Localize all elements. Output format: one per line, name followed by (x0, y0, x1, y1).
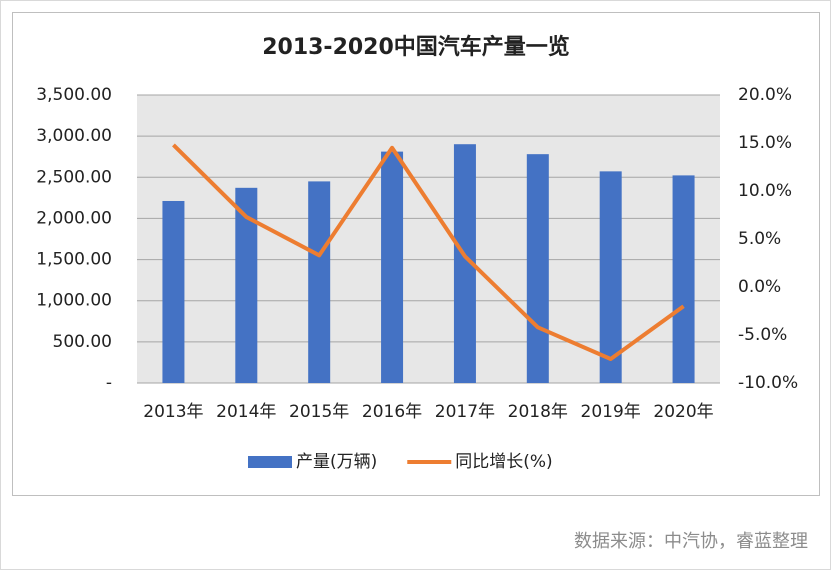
x-tick-label: 2017年 (435, 402, 495, 422)
chart-title: 2013-2020中国汽车产量一览 (262, 34, 570, 60)
x-tick-label: 2018年 (508, 402, 568, 422)
y2-tick-label: 10.0% (738, 181, 792, 201)
legend-swatch (248, 456, 292, 468)
y2-tick-label: -5.0% (738, 325, 787, 345)
bar (381, 151, 404, 383)
y2-tick-label: 5.0% (738, 229, 781, 249)
y-tick-label: 3,000.00 (36, 126, 112, 146)
x-tick-label: 2014年 (216, 402, 276, 422)
y-tick-label: 1,500.00 (36, 250, 112, 270)
bar (162, 200, 185, 383)
y2-tick-label: 15.0% (738, 133, 792, 153)
y2-tick-label: 20.0% (738, 85, 792, 105)
bar (526, 154, 549, 383)
plot-area (137, 95, 720, 383)
y-tick-label: 2,000.00 (36, 208, 112, 228)
bar (599, 171, 622, 383)
x-tick-label: 2016年 (362, 402, 422, 422)
bar (672, 175, 695, 383)
legend-label: 同比增长(%) (455, 452, 552, 472)
source-note: 数据来源：中汽协，睿蓝整理 (574, 531, 808, 552)
y-tick-label: 3,500.00 (36, 85, 112, 105)
y2-tick-label: -10.0% (738, 373, 798, 393)
x-tick-label: 2015年 (289, 402, 349, 422)
x-tick-label: 2020年 (653, 402, 713, 422)
y-tick-label: - (106, 373, 112, 393)
x-tick-label: 2013年 (143, 402, 203, 422)
y2-tick-label: 0.0% (738, 277, 781, 297)
x-tick-label: 2019年 (581, 402, 641, 422)
bar (453, 144, 476, 383)
legend-label: 产量(万辆) (296, 452, 377, 472)
bar (308, 181, 331, 383)
line (172, 143, 685, 361)
y-tick-label: 500.00 (53, 332, 112, 352)
y-tick-label: 1,000.00 (36, 291, 112, 311)
bar (235, 187, 258, 383)
y-tick-label: 2,500.00 (36, 167, 112, 187)
